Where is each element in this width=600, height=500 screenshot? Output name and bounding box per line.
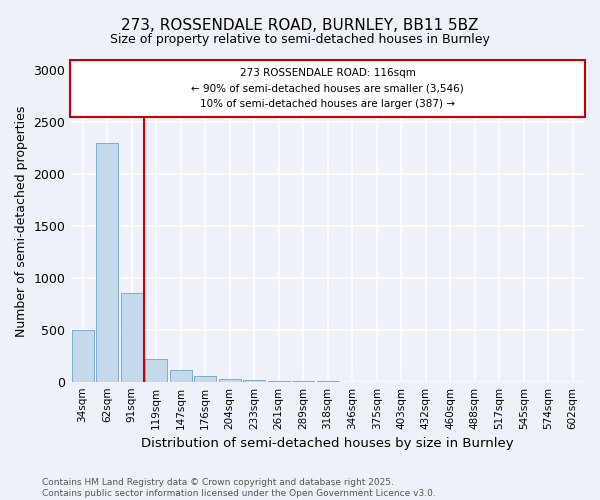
Text: Size of property relative to semi-detached houses in Burnley: Size of property relative to semi-detach… xyxy=(110,32,490,46)
Text: Contains HM Land Registry data © Crown copyright and database right 2025.
Contai: Contains HM Land Registry data © Crown c… xyxy=(42,478,436,498)
Bar xyxy=(96,143,118,382)
Text: 273, ROSSENDALE ROAD, BURNLEY, BB11 5BZ: 273, ROSSENDALE ROAD, BURNLEY, BB11 5BZ xyxy=(121,18,479,32)
Bar xyxy=(170,370,191,382)
Bar xyxy=(292,381,314,382)
Bar xyxy=(317,381,338,382)
Y-axis label: Number of semi-detached properties: Number of semi-detached properties xyxy=(15,105,28,336)
X-axis label: Distribution of semi-detached houses by size in Burnley: Distribution of semi-detached houses by … xyxy=(142,437,514,450)
Bar xyxy=(218,378,241,382)
Bar xyxy=(71,330,94,382)
Bar xyxy=(145,359,167,382)
Bar xyxy=(121,294,143,382)
Bar xyxy=(268,380,290,382)
Text: 273 ROSSENDALE ROAD: 116sqm
← 90% of semi-detached houses are smaller (3,546)
10: 273 ROSSENDALE ROAD: 116sqm ← 90% of sem… xyxy=(191,68,464,109)
Bar xyxy=(194,376,216,382)
FancyBboxPatch shape xyxy=(70,60,585,117)
Bar xyxy=(243,380,265,382)
